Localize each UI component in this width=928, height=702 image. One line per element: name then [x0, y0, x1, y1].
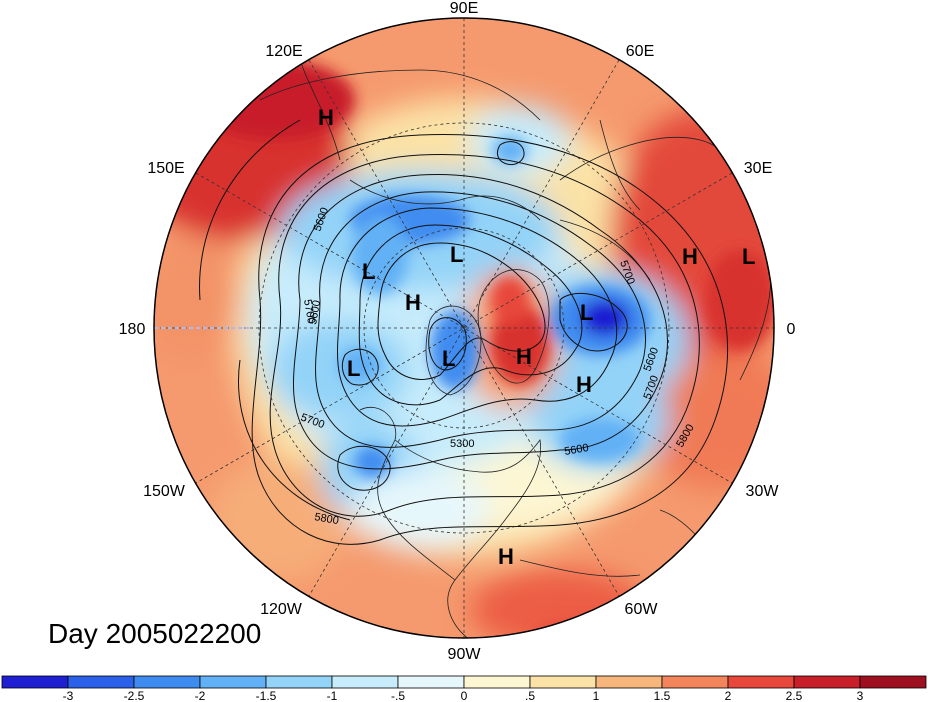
- colorbar-swatch: [859, 675, 927, 689]
- colorbar-tick-label: .5: [525, 689, 535, 702]
- map-title: Day 2005022200: [48, 618, 262, 649]
- lon-label-180: 180: [119, 321, 146, 338]
- contour-label: 5600: [563, 442, 589, 458]
- colorbar-tick-label: 1: [593, 689, 600, 702]
- high-marker: H: [576, 372, 592, 397]
- high-marker: H: [498, 544, 514, 569]
- colorbar-swatch: [727, 675, 795, 689]
- contour-label: 5700: [301, 298, 317, 324]
- lon-label-30w: 30W: [746, 483, 780, 500]
- graticule: [154, 18, 774, 638]
- contour-label: 5800: [313, 511, 339, 527]
- colorbar-swatch: [595, 675, 663, 689]
- colorbar-tick-label: 2: [725, 689, 732, 702]
- colorbar-swatch: [1, 675, 69, 689]
- lon-label-120w: 120W: [260, 601, 303, 618]
- contour-label: 5600: [307, 299, 323, 325]
- lon-label-120e: 120E: [265, 43, 302, 60]
- longitude-labels: 90E 120E 60E 150E 30E 180 0 150W 30W 120…: [119, 0, 796, 663]
- colorbar-swatch: [529, 675, 597, 689]
- map-border: [153, 17, 775, 639]
- colorbar-tick-label: 0: [461, 689, 468, 702]
- colorbar-swatch: [331, 675, 399, 689]
- colorbar-tick-label: -1.5: [256, 689, 277, 702]
- high-marker: H: [405, 290, 421, 315]
- colorbar-swatch: [661, 675, 729, 689]
- low-marker: L: [442, 346, 455, 371]
- height-contours: [199, 119, 729, 545]
- lon-label-0: 0: [787, 321, 796, 338]
- colorbar-swatch: [463, 675, 531, 689]
- low-marker: L: [347, 356, 360, 381]
- colorbar-swatch: [397, 675, 465, 689]
- lon-label-150e: 150E: [147, 160, 184, 177]
- colorbar-swatch: [133, 675, 201, 689]
- colorbar-swatch: [265, 675, 333, 689]
- colorbar-swatch: [67, 675, 135, 689]
- colorbar-tick-label: -1: [327, 689, 338, 702]
- high-marker: H: [516, 344, 532, 369]
- lon-label-60w: 60W: [625, 601, 659, 618]
- colorbar-tick-label: 2.5: [786, 689, 803, 702]
- lon-label-90e: 90E: [450, 0, 478, 17]
- low-marker: L: [450, 242, 463, 267]
- colorbar-tick-label: 3: [857, 689, 864, 702]
- colorbar-tick-label: -2: [195, 689, 206, 702]
- colorbar-tick-label: -2.5: [124, 689, 145, 702]
- lon-label-30e: 30E: [744, 160, 772, 177]
- colorbar-tick-label: -3: [63, 689, 74, 702]
- colorbar-swatch: [793, 675, 861, 689]
- lon-label-90w: 90W: [448, 646, 482, 663]
- low-marker: L: [580, 300, 593, 325]
- colorbar: -3 -2.5 -2 -1.5 -1 -.5 0 .5 1 1.5 2 2.5 3: [1, 675, 927, 702]
- low-marker: L: [742, 244, 755, 269]
- colorbar-tick-label: -.5: [391, 689, 405, 702]
- high-marker: H: [318, 105, 334, 130]
- contour-label: 5300: [450, 438, 474, 450]
- lon-label-150w: 150W: [143, 483, 186, 500]
- lon-label-60e: 60E: [626, 43, 654, 60]
- colorbar-swatch: [199, 675, 267, 689]
- high-marker: H: [682, 244, 698, 269]
- low-marker: L: [362, 259, 375, 284]
- pressure-centers: H L L H L L H L H H L H: [318, 105, 755, 569]
- colorbar-tick-label: 1.5: [654, 689, 671, 702]
